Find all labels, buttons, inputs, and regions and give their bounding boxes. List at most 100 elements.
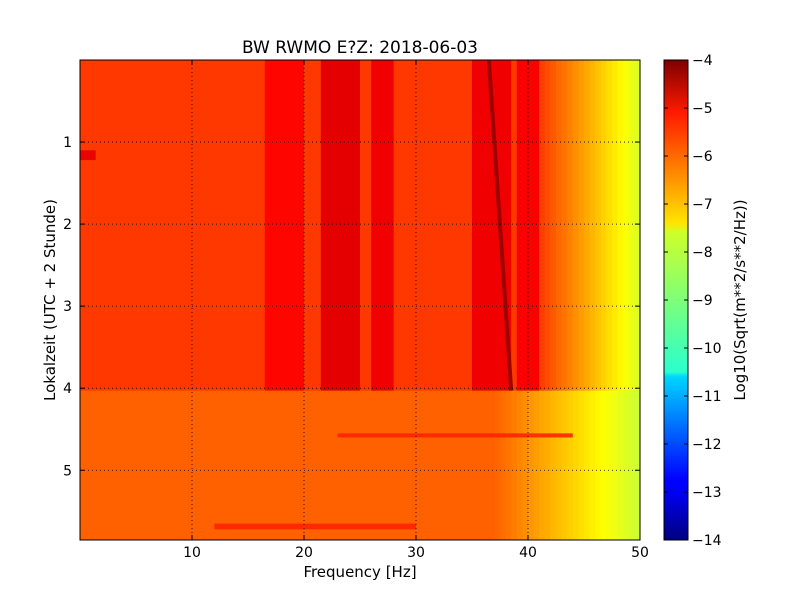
heatmap-cell xyxy=(276,60,283,392)
heatmap-cell xyxy=(628,390,635,541)
heatmap-cell xyxy=(488,390,495,541)
heatmap-cell xyxy=(634,60,641,392)
heatmap-cell xyxy=(348,60,355,392)
heatmap-cell xyxy=(242,390,249,541)
heatmap-cell xyxy=(270,60,277,392)
heatmap-cell xyxy=(466,60,473,392)
heatmap-cell xyxy=(203,390,210,541)
plot-area xyxy=(80,60,641,541)
heatmap-cell xyxy=(225,390,232,541)
heatmap-cell xyxy=(544,390,551,541)
heatmap-cell xyxy=(556,390,563,541)
heatmap-cell xyxy=(287,390,294,541)
x-axis: 10 20 30 40 50 xyxy=(183,60,649,561)
heatmap-cell xyxy=(136,390,143,541)
heatmap-cell xyxy=(427,60,434,392)
heatmap-feature xyxy=(337,433,573,438)
heatmap-cell xyxy=(332,60,339,392)
heatmap-cell xyxy=(516,60,523,392)
heatmap-cell xyxy=(561,390,568,541)
heatmap-cell xyxy=(102,60,109,392)
colorbar-axis: −4 −5 −6 −7 −8 −9 −10 −11 −12 −13 −14 xyxy=(664,53,722,549)
heatmap-cell xyxy=(416,390,423,541)
heatmap-cell xyxy=(477,60,484,392)
heatmap-cell xyxy=(304,390,311,541)
heatmap-cell xyxy=(410,60,417,392)
heatmap-cell xyxy=(360,60,367,392)
heatmap-cell xyxy=(438,390,445,541)
heatmap-cell xyxy=(472,390,479,541)
heatmap-cell xyxy=(606,390,613,541)
heatmap-cell xyxy=(180,60,187,392)
heatmap-cell xyxy=(281,390,288,541)
heatmap-cell xyxy=(91,390,98,541)
heatmap-cell xyxy=(404,60,411,392)
heatmap-cell xyxy=(309,390,316,541)
y-tick-label: 1 xyxy=(63,135,72,151)
heatmap-cell xyxy=(617,60,624,392)
heatmap-cell xyxy=(80,390,87,541)
heatmap-cell xyxy=(584,390,591,541)
heatmap-cell xyxy=(410,390,417,541)
y-tick-label: 4 xyxy=(63,381,72,397)
heatmap-cell xyxy=(533,390,540,541)
heatmap-cell xyxy=(164,390,171,541)
heatmap-cell xyxy=(416,60,423,392)
heatmap-cell xyxy=(360,390,367,541)
heatmap-cell xyxy=(343,60,350,392)
heatmap-cell xyxy=(617,390,624,541)
x-tick-label: 50 xyxy=(631,545,649,561)
heatmap-cell xyxy=(287,60,294,392)
heatmap-cell xyxy=(578,390,585,541)
heatmap-cell xyxy=(505,390,512,541)
heatmap-cell xyxy=(175,60,182,392)
heatmap-cell xyxy=(292,60,299,392)
heatmap-cell xyxy=(147,60,154,392)
heatmap-cell xyxy=(85,390,92,541)
heatmap-cell xyxy=(113,390,120,541)
heatmap-cell xyxy=(248,60,255,392)
tone-lines xyxy=(486,59,514,391)
heatmap-cell xyxy=(292,390,299,541)
heatmap-cell xyxy=(354,390,361,541)
heatmap-cell xyxy=(113,60,120,392)
heatmap-cell xyxy=(326,60,333,392)
heatmap-cell xyxy=(253,390,260,541)
heatmap-cell xyxy=(124,60,131,392)
heatmap-cell xyxy=(158,390,165,541)
heatmap-cell xyxy=(320,390,327,541)
x-tick-label: 40 xyxy=(519,545,537,561)
heatmap-cell xyxy=(236,60,243,392)
heatmap-cell xyxy=(203,60,210,392)
heatmap-cell xyxy=(522,60,529,392)
heatmap-cell xyxy=(589,60,596,392)
heatmap-cell xyxy=(628,60,635,392)
heatmap-cell xyxy=(186,390,193,541)
heatmap-cell xyxy=(365,60,372,392)
heatmap-cell xyxy=(315,390,322,541)
heatmap-cell xyxy=(337,60,344,392)
heatmap-cell xyxy=(399,60,406,392)
heatmap-cell xyxy=(371,390,378,541)
heatmap-cell xyxy=(242,60,249,392)
heatmap-cell xyxy=(236,390,243,541)
heatmap-cell xyxy=(332,390,339,541)
heatmap-cell xyxy=(606,60,613,392)
heatmap-cell xyxy=(376,390,383,541)
heatmap-feature xyxy=(80,150,96,161)
y-tick-label: 2 xyxy=(63,217,72,233)
heatmap-cell xyxy=(119,390,126,541)
heatmap-cell xyxy=(141,60,148,392)
heatmap-cell xyxy=(382,390,389,541)
heatmap-feature xyxy=(214,523,416,530)
heatmap-cell xyxy=(365,390,372,541)
heatmap-cell xyxy=(500,60,507,392)
heatmap-cell xyxy=(130,390,137,541)
heatmap-cell xyxy=(108,390,115,541)
heatmap-cell xyxy=(208,390,215,541)
colorbar-label: Log10(Sqrt(m**2/s**2/Hz)) xyxy=(731,199,749,400)
heatmap-cell xyxy=(192,60,199,392)
colorbar-tick-label: −5 xyxy=(692,101,713,117)
heatmap-cell xyxy=(388,60,395,392)
